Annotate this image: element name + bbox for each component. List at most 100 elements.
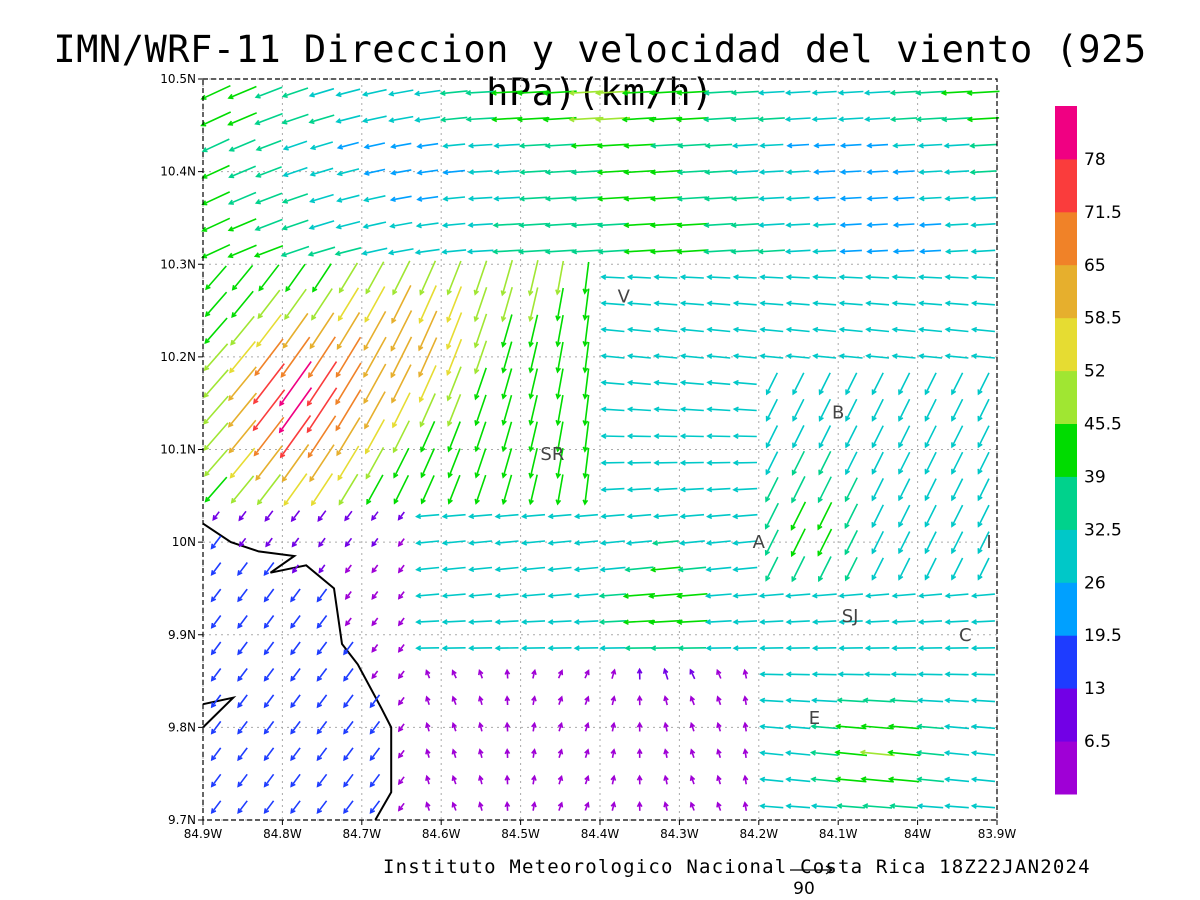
wind-arrow [624,645,654,652]
wind-arrow [582,368,590,400]
wind-arrow [705,540,731,546]
wind-arrow [866,169,888,175]
wind-arrow [451,695,457,705]
wind-arrow [970,671,996,678]
wind-arrow [371,591,379,600]
wind-arrow [344,510,353,522]
wind-arrow [970,723,996,730]
wind-arrow [210,720,222,735]
wind-arrow [650,645,681,652]
y-tick-label: 10.2N [160,350,196,364]
wind-arrow [210,694,222,709]
wind-arrow [862,697,892,704]
wind-arrow [516,90,550,96]
wind-arrow [504,721,511,732]
wind-arrow [307,415,337,459]
wind-arrow [594,90,630,96]
wind-arrow [811,697,838,704]
wind-arrow [393,447,410,479]
wind-arrow [970,274,995,280]
wind-arrow [555,368,564,400]
wind-arrow [731,169,759,176]
wind-arrow [316,773,328,788]
x-tick-label: 84.3W [660,827,699,841]
wind-arrow [610,668,617,679]
colorbar-level-label: 58.5 [1084,309,1122,329]
wind-arrow [838,274,863,280]
wind-arrow [212,511,220,521]
wind-arrow [610,695,617,706]
wind-arrow [944,645,969,652]
wind-arrow [258,264,280,292]
wind-arrow [944,222,969,228]
wind-arrow [811,619,837,625]
wind-arrow [742,721,749,732]
wind-arrow [263,588,275,603]
wind-arrow [493,169,520,176]
wind-arrow [309,141,334,151]
wind-arrow [281,113,309,125]
wind-arrow [238,537,247,548]
wind-arrow [678,540,705,546]
wind-arrow [442,143,466,149]
wind-arrow [527,260,539,297]
wind-arrow [943,750,970,756]
wind-arrow [494,513,519,520]
wind-arrow [679,300,704,307]
wind-arrow [369,773,381,788]
wind-arrow [623,195,655,202]
wind-arrow [970,222,996,228]
wind-arrow [785,645,810,652]
wind-arrow [865,274,890,280]
wind-arrow [363,168,386,176]
wind-arrow [951,451,964,475]
wind-arrow [676,619,708,626]
wind-arrow [621,116,657,123]
wind-arrow [263,668,275,682]
wind-arrow [679,353,704,359]
wind-arrow [263,800,275,815]
wind-arrow [892,222,915,228]
wind-arrow [573,592,599,599]
wind-arrow [316,668,328,682]
wind-arrow [860,776,894,783]
wind-arrow [252,389,286,432]
wind-arrow [531,721,537,732]
wind-arrow [290,615,301,629]
wind-arrow [228,419,257,454]
wind-arrow [282,312,309,349]
wind-arrow [600,274,625,280]
wind-arrow [765,425,779,449]
wind-arrow [864,116,891,123]
wind-arrow [334,247,362,257]
wind-arrow [467,169,493,175]
wind-arrow [845,372,858,396]
wind-arrow [279,361,312,407]
wind-arrow [281,219,309,231]
wind-arrow [977,531,990,555]
wind-arrow [291,564,300,574]
wind-arrow [418,285,437,324]
wind-arrow [732,433,757,439]
wind-arrow [977,372,990,396]
wind-arrow [600,326,625,333]
wind-arrow [689,668,696,680]
wind-arrow [451,774,457,785]
wind-arrow [623,248,655,255]
wind-arrow [397,644,405,653]
wind-arrow [862,803,893,809]
wind-arrow [309,444,335,483]
wind-arrow [915,750,945,756]
wind-arrow [812,300,837,307]
wind-arrow [918,592,943,599]
wind-arrow [369,694,381,709]
wind-arrow [812,248,837,255]
wind-arrow [626,433,651,439]
wind-arrow [231,290,254,318]
wind-arrow [732,513,758,520]
wind-arrow [679,513,705,520]
wind-arrow [764,502,780,530]
colorbar-level-label: 78 [1084,150,1106,170]
wind-arrow [845,398,858,422]
wind-arrow [636,694,643,706]
